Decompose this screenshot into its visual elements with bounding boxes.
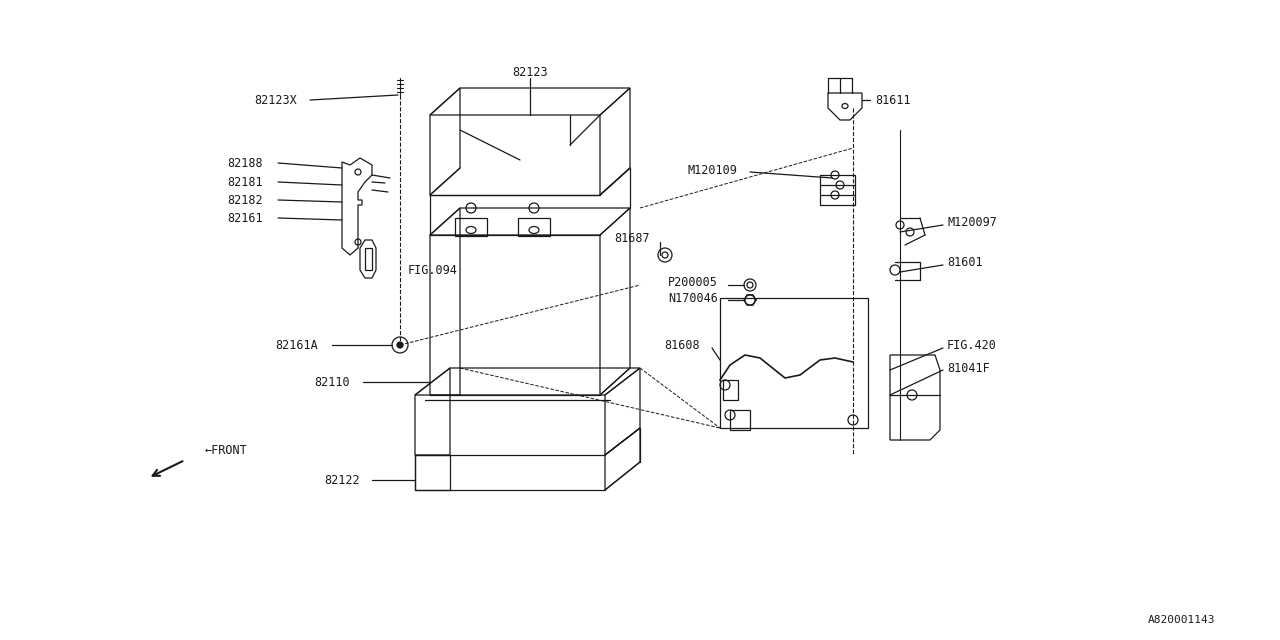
Text: 82123X: 82123X xyxy=(255,93,297,106)
Text: N170046: N170046 xyxy=(668,291,718,305)
Text: 82188: 82188 xyxy=(228,157,262,170)
Text: FIG.420: FIG.420 xyxy=(947,339,997,351)
Bar xyxy=(454,218,486,236)
Text: M120109: M120109 xyxy=(687,163,737,177)
Text: 82110: 82110 xyxy=(315,376,349,388)
Text: 81687: 81687 xyxy=(614,232,650,244)
Text: 82181: 82181 xyxy=(228,175,262,189)
Text: 82182: 82182 xyxy=(228,193,262,207)
Text: A820001143: A820001143 xyxy=(1147,615,1215,625)
Text: 82161A: 82161A xyxy=(275,339,317,351)
Text: FIG.094: FIG.094 xyxy=(408,264,458,276)
Text: P200005: P200005 xyxy=(668,275,718,289)
Text: 82122: 82122 xyxy=(324,474,360,486)
Text: 81611: 81611 xyxy=(876,93,910,106)
Text: ←FRONT: ←FRONT xyxy=(205,444,248,456)
Text: 82161: 82161 xyxy=(228,211,262,225)
Circle shape xyxy=(397,342,403,348)
Text: 81608: 81608 xyxy=(664,339,700,351)
Bar xyxy=(518,218,550,236)
Text: 81601: 81601 xyxy=(947,255,983,269)
Text: 81041F: 81041F xyxy=(947,362,989,374)
Text: M120097: M120097 xyxy=(947,216,997,228)
Text: 82123: 82123 xyxy=(512,65,548,79)
